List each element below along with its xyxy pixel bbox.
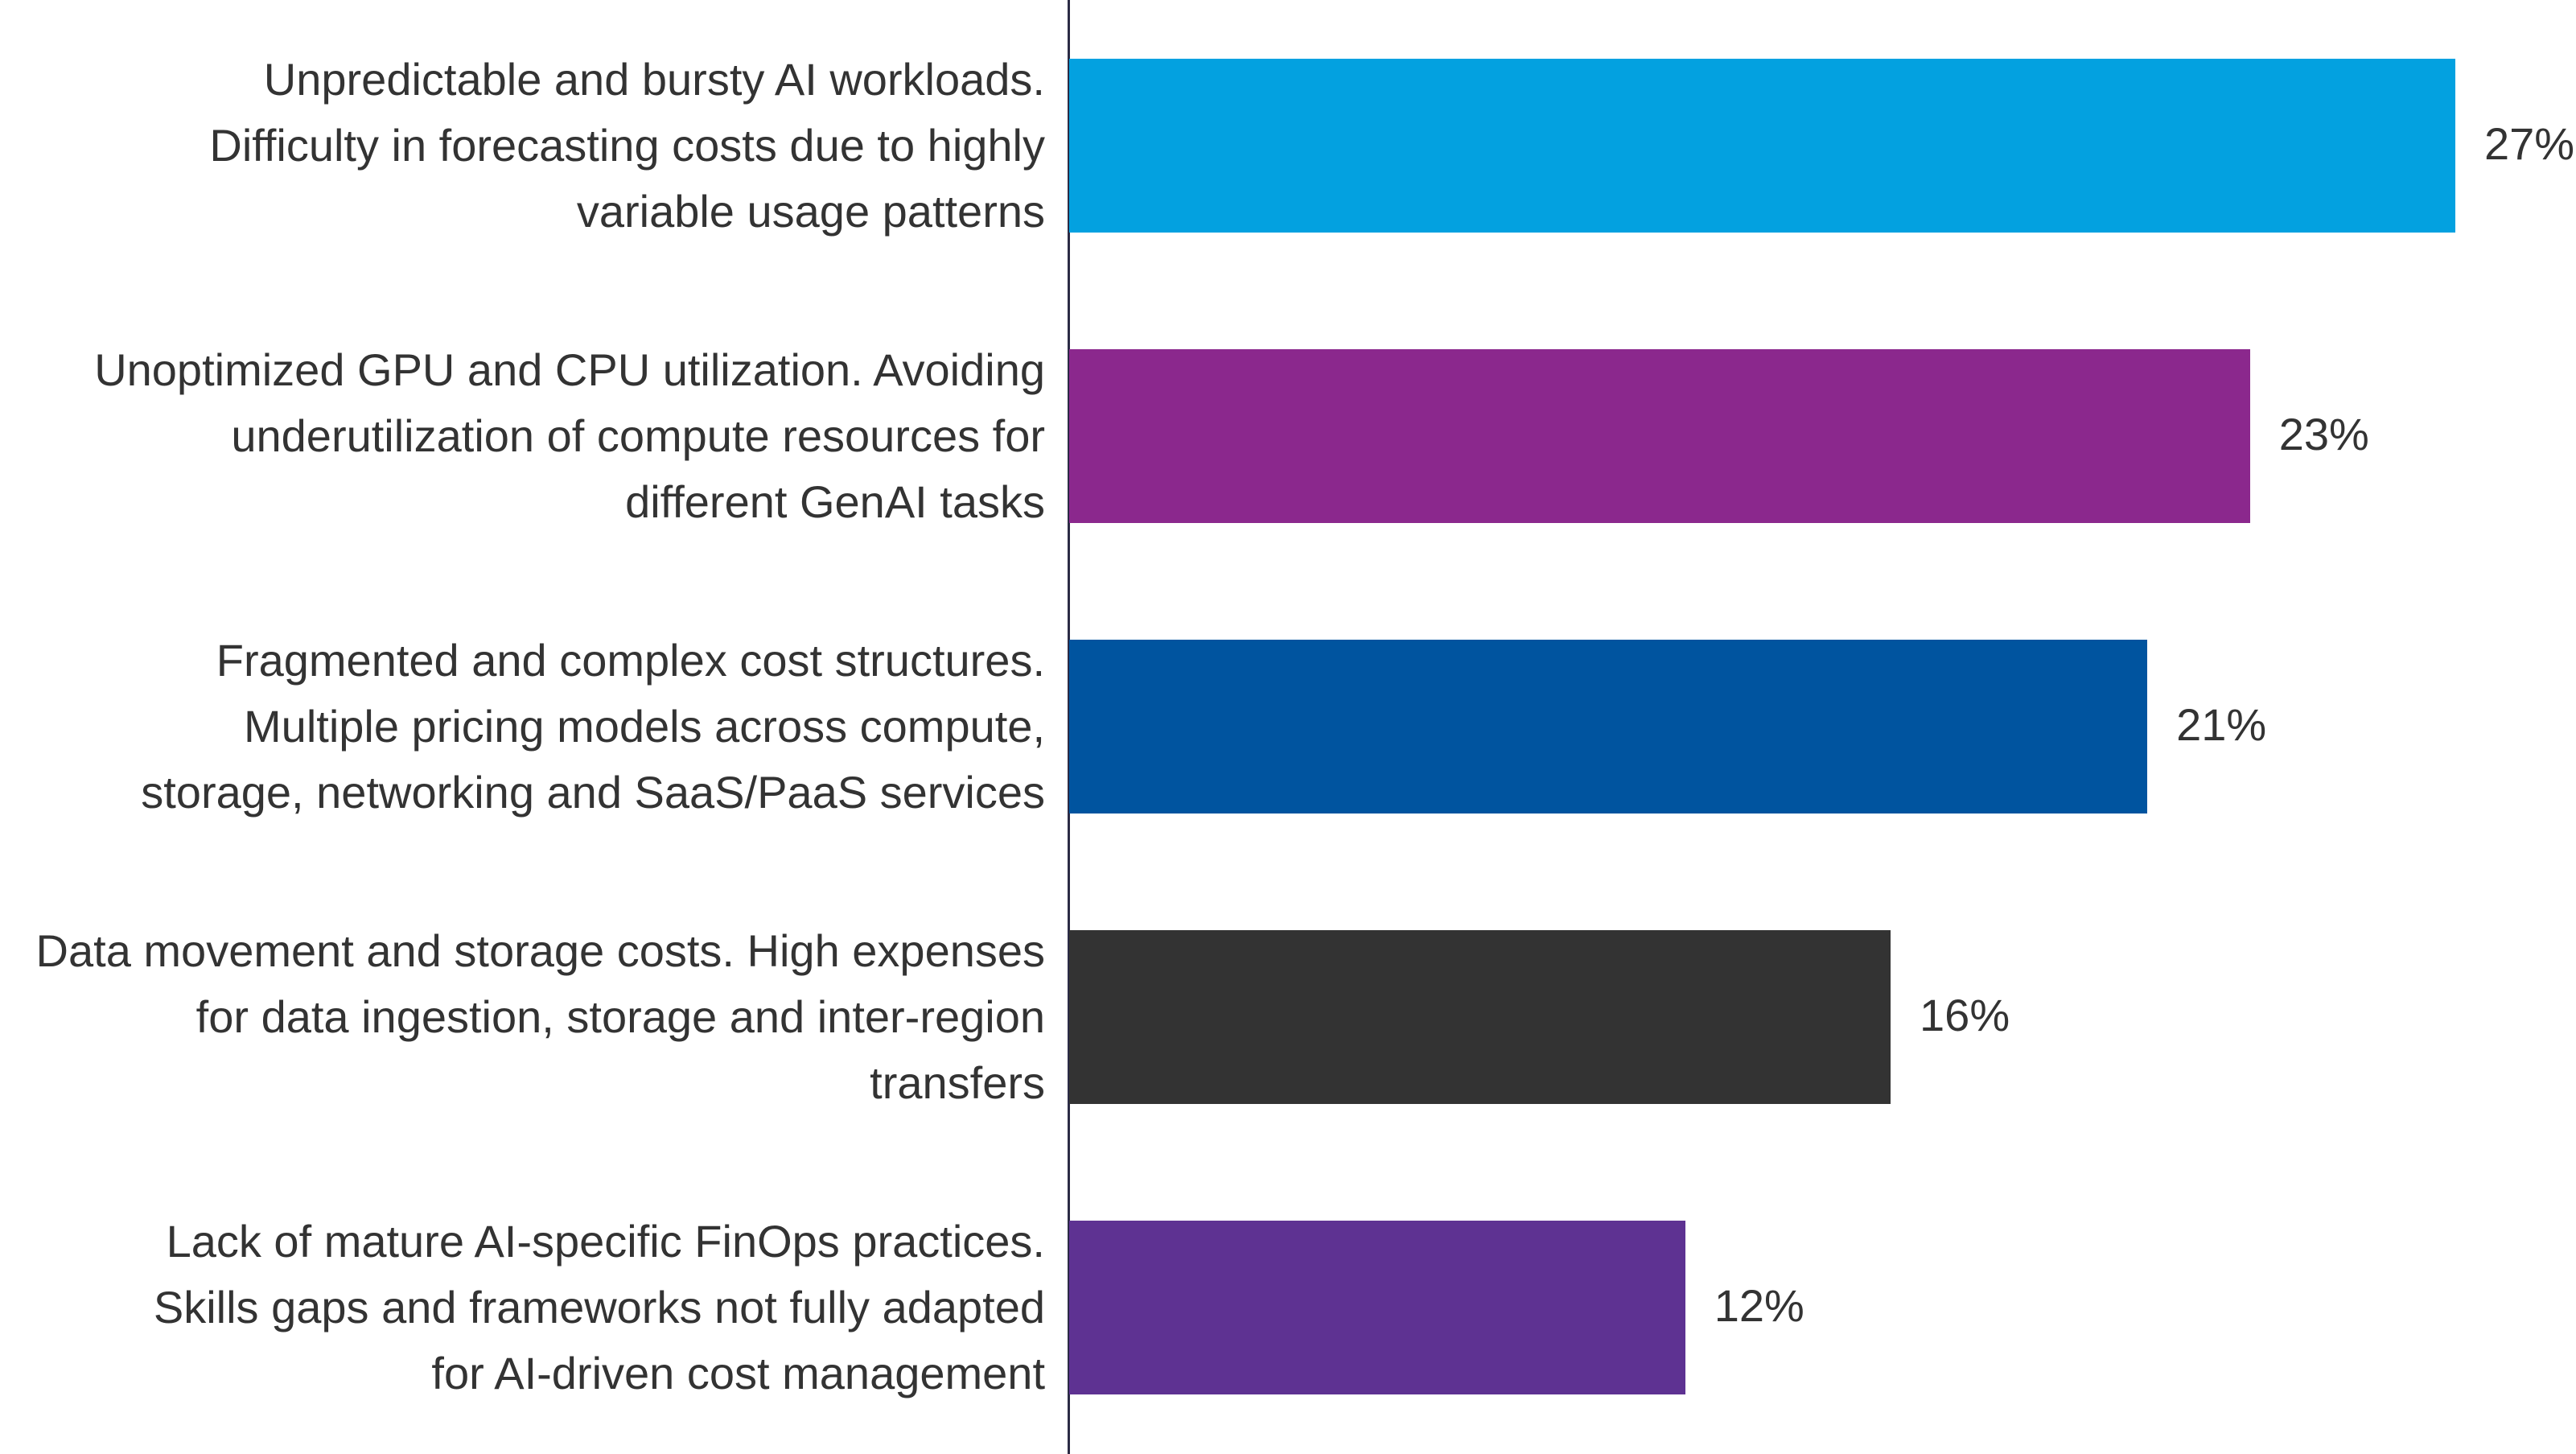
bar xyxy=(1069,1221,1685,1394)
category-label-line: for data ingestion, storage and inter-re… xyxy=(195,991,1045,1042)
value-label: 16% xyxy=(1920,990,2010,1040)
category-label-line: Unpredictable and bursty AI workloads. xyxy=(263,54,1045,105)
category-label-line: Multiple pricing models across compute, xyxy=(244,701,1045,752)
category-label-line: Data movement and storage costs. High ex… xyxy=(35,925,1045,976)
category-label-line: Lack of mature AI-specific FinOps practi… xyxy=(166,1216,1045,1267)
category-axis-line xyxy=(1068,0,1070,1454)
category-label-line: Unoptimized GPU and CPU utilization. Avo… xyxy=(94,344,1045,395)
category-label: Data movement and storage costs. High ex… xyxy=(0,918,1045,1116)
category-label-line: storage, networking and SaaS/PaaS servic… xyxy=(141,767,1045,818)
category-label-line: for AI-driven cost management xyxy=(431,1348,1045,1398)
bar xyxy=(1069,930,1891,1104)
category-label: Unoptimized GPU and CPU utilization. Avo… xyxy=(0,337,1045,535)
value-label: 27% xyxy=(2484,118,2575,169)
category-label-line: underutilization of compute resources fo… xyxy=(231,410,1045,461)
bar xyxy=(1069,349,2250,523)
category-label: Fragmented and complex cost structures. M… xyxy=(0,628,1045,826)
value-label: 21% xyxy=(2176,699,2267,750)
category-label-line: Difficulty in forecasting costs due to h… xyxy=(209,120,1045,171)
value-label: 23% xyxy=(2278,409,2369,459)
bar xyxy=(1069,640,2148,813)
category-label-line: transfers xyxy=(870,1057,1045,1108)
category-label: Lack of mature AI-specific FinOps practi… xyxy=(0,1209,1045,1407)
category-label-line: different GenAI tasks xyxy=(625,476,1045,527)
category-label: Unpredictable and bursty AI workloads. Di… xyxy=(0,47,1045,245)
category-label-line: Fragmented and complex cost structures. xyxy=(216,635,1045,686)
bar xyxy=(1069,59,2455,233)
value-label: 12% xyxy=(1714,1280,1804,1331)
category-label-line: variable usage patterns xyxy=(576,186,1045,237)
category-label-line: Skills gaps and frameworks not fully ada… xyxy=(153,1282,1045,1332)
